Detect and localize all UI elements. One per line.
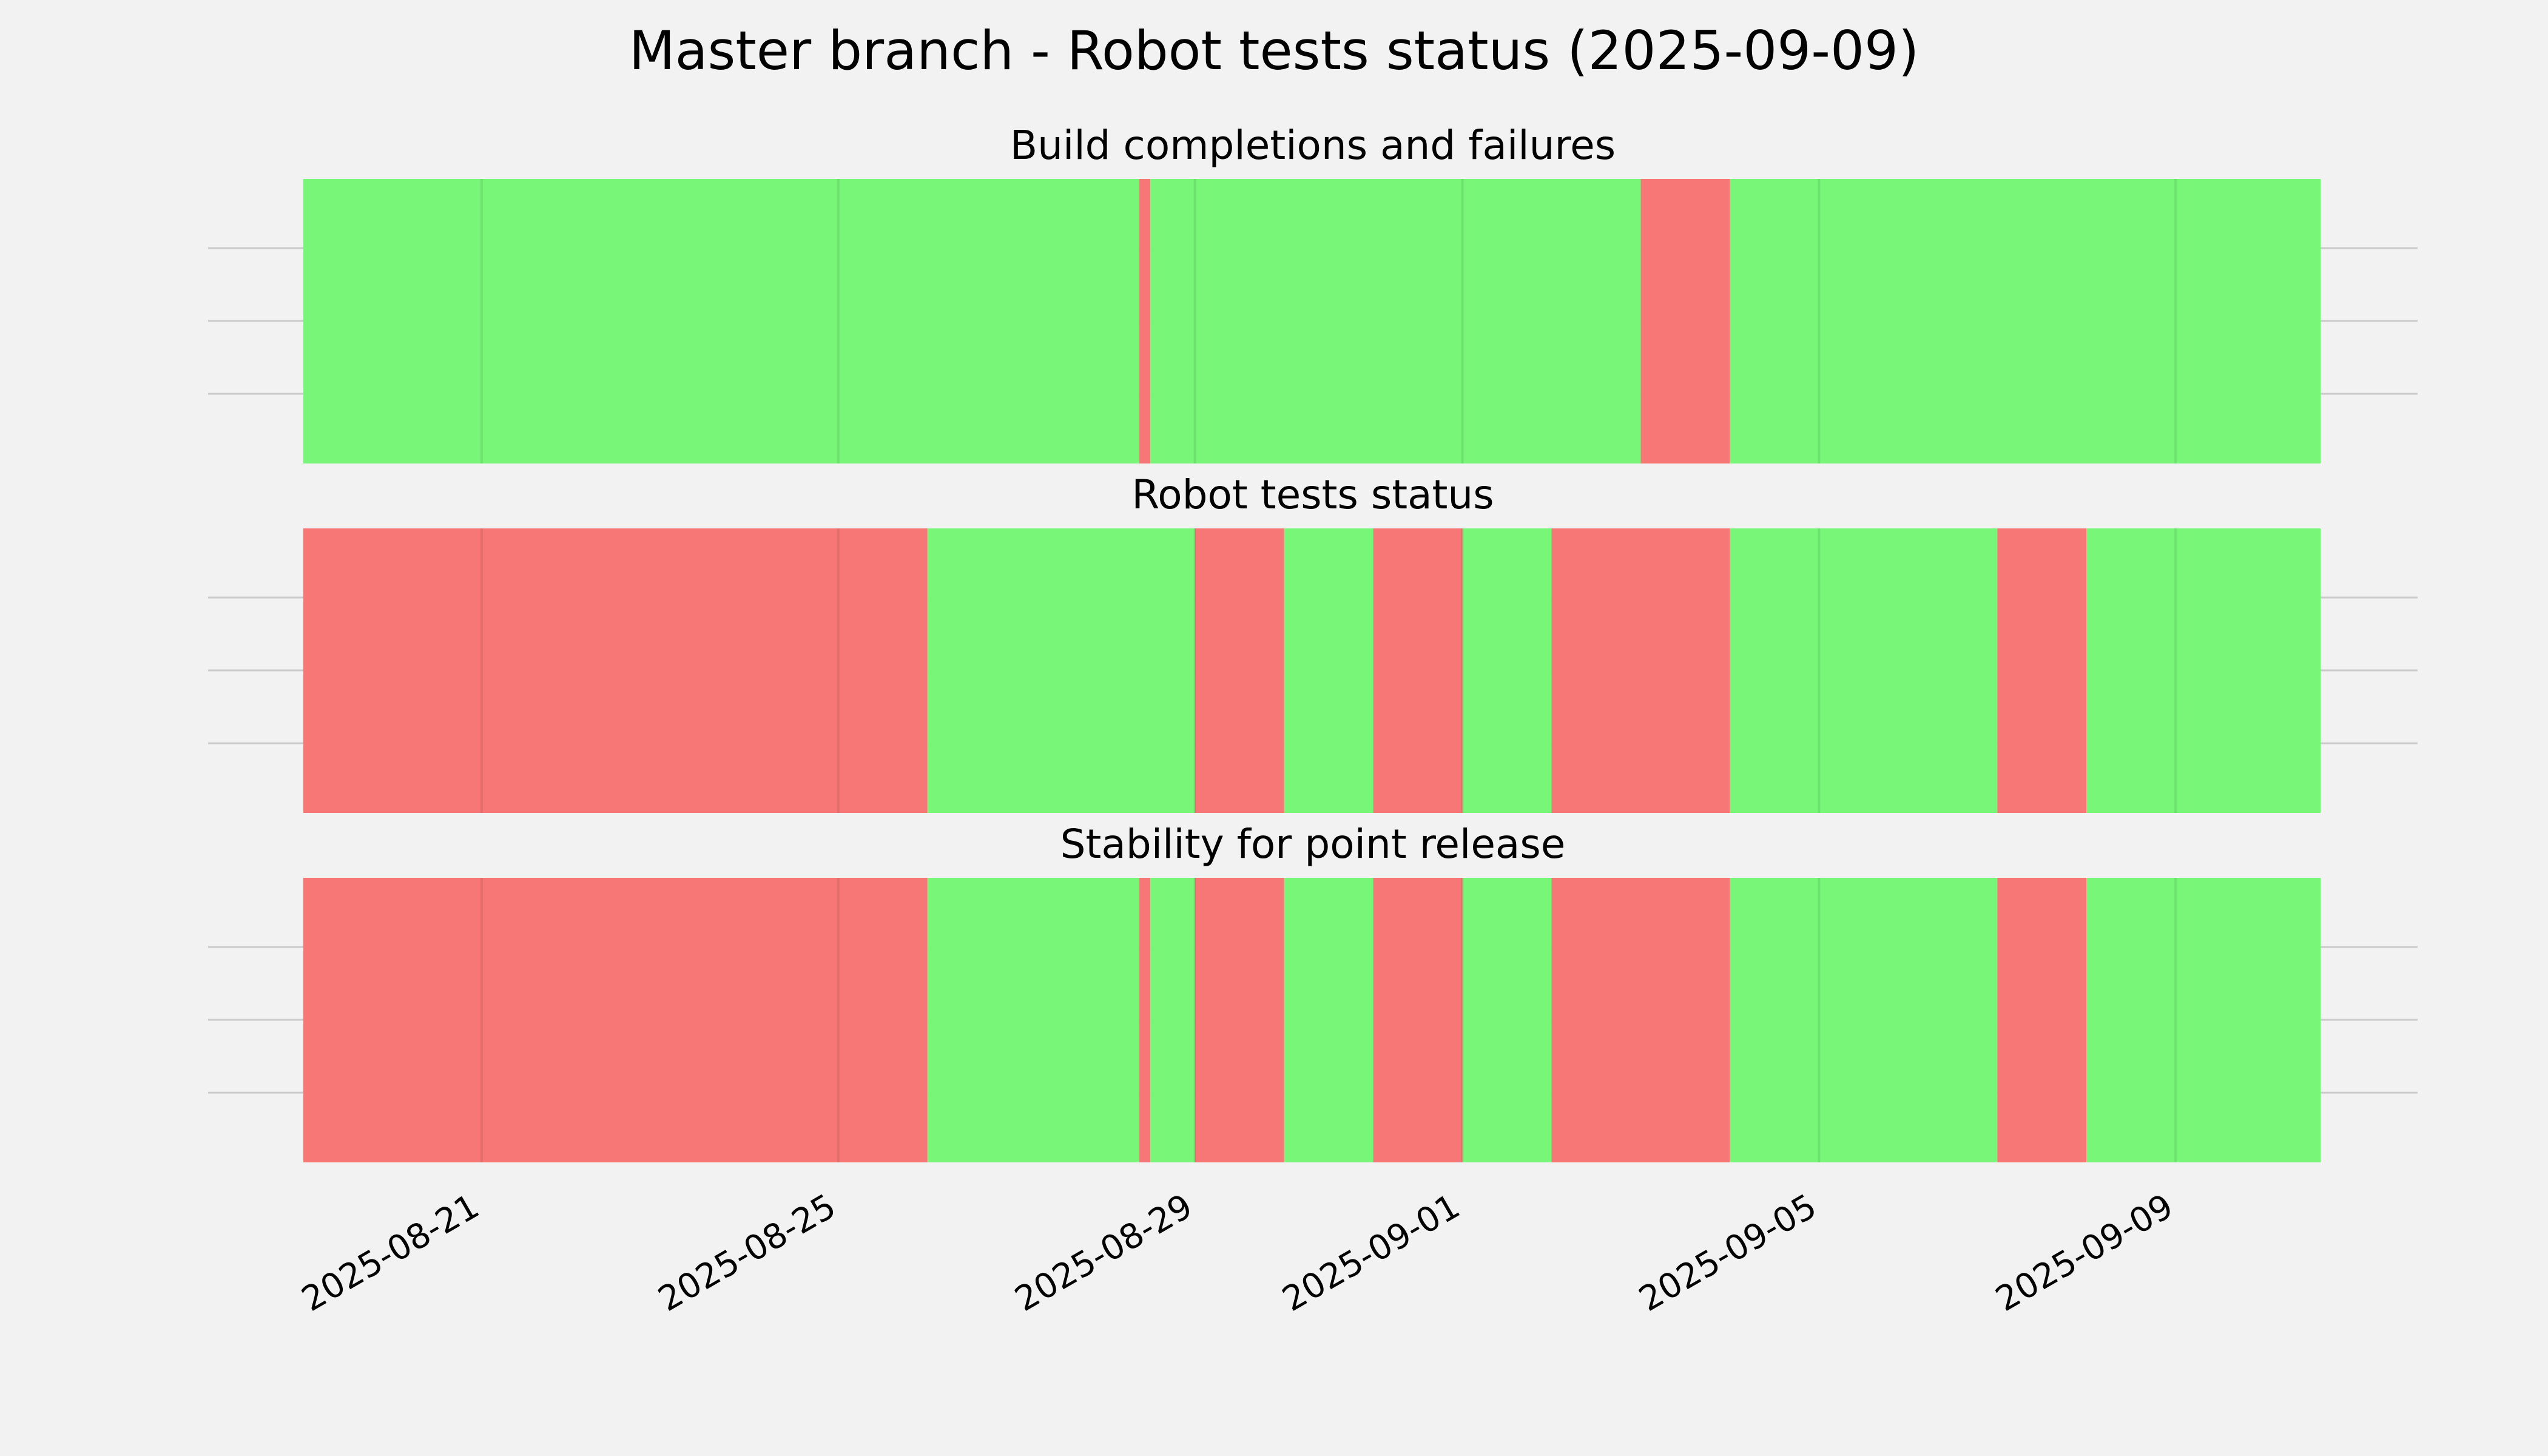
segment-fail bbox=[1640, 179, 1730, 463]
segment-pass bbox=[1284, 528, 1373, 813]
segment-pass bbox=[1462, 878, 1552, 1162]
status-segments bbox=[303, 878, 2320, 1162]
segment-fail bbox=[1139, 878, 1151, 1162]
vertical-gridlines bbox=[480, 179, 2177, 463]
segment-pass bbox=[1730, 528, 1998, 813]
panel-robot-tests-status: Robot tests status bbox=[208, 471, 2418, 813]
panel-title: Robot tests status bbox=[1131, 471, 1494, 518]
segment-pass bbox=[1150, 878, 1195, 1162]
panel-title: Stability for point release bbox=[1060, 821, 1566, 868]
segment-pass bbox=[927, 878, 1139, 1162]
segment-fail bbox=[303, 878, 928, 1162]
segment-pass bbox=[303, 179, 1139, 463]
segment-fail bbox=[1195, 528, 1284, 813]
segment-pass bbox=[1462, 528, 1552, 813]
vertical-gridlines bbox=[480, 528, 2177, 813]
segment-fail bbox=[1551, 878, 1730, 1162]
panel-stability-point-release: Stability for point release bbox=[208, 821, 2418, 1162]
segment-pass bbox=[927, 528, 1195, 813]
segment-pass bbox=[1730, 878, 1998, 1162]
segment-fail bbox=[1997, 528, 2087, 813]
segment-fail bbox=[1373, 528, 1463, 813]
segment-fail bbox=[1195, 878, 1284, 1162]
segment-fail bbox=[1551, 528, 1730, 813]
segment-pass bbox=[2086, 528, 2320, 813]
panel-build-completions: Build completions and failures bbox=[208, 122, 2418, 463]
segment-fail bbox=[1139, 179, 1151, 463]
status-segments bbox=[303, 179, 2320, 463]
segment-fail bbox=[303, 528, 928, 813]
figure-title: Master branch - Robot tests status (2025… bbox=[629, 19, 1919, 82]
segment-fail bbox=[1373, 878, 1463, 1162]
segment-fail bbox=[1997, 878, 2087, 1162]
panel-title: Build completions and failures bbox=[1010, 122, 1616, 169]
status-segments bbox=[303, 528, 2320, 813]
segment-pass bbox=[2086, 878, 2320, 1162]
segment-pass bbox=[1150, 179, 1641, 463]
vertical-gridlines bbox=[480, 878, 2177, 1162]
segment-pass bbox=[1284, 878, 1373, 1162]
segment-pass bbox=[1730, 179, 2320, 463]
